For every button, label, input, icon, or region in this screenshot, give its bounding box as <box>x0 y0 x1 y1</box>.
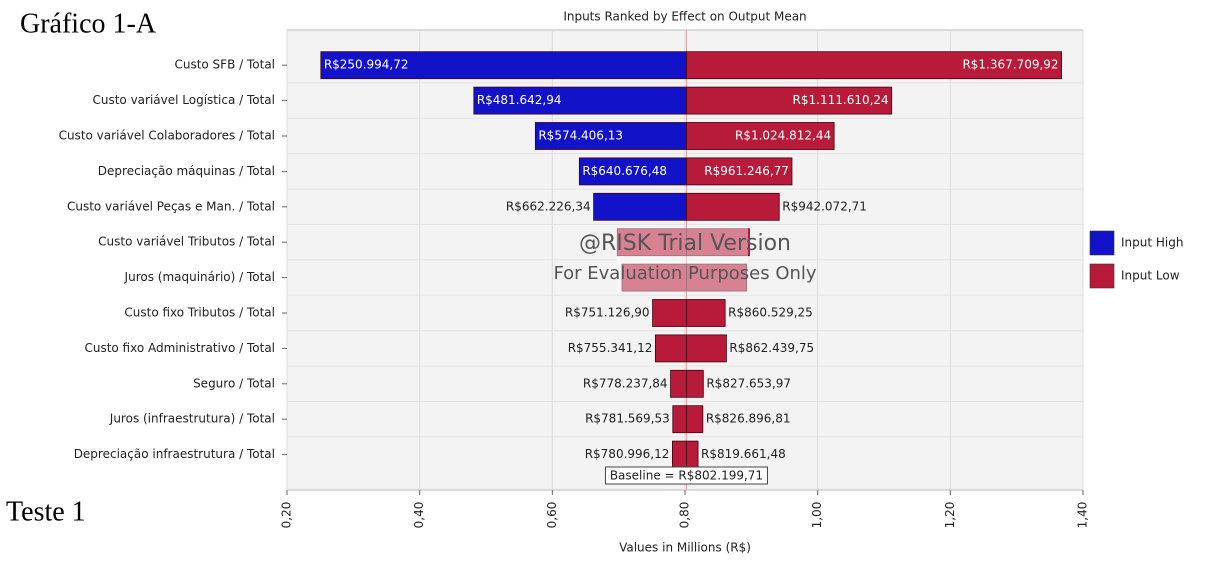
legend-swatch <box>1089 263 1115 289</box>
value-label: R$755.341,12 <box>568 341 653 355</box>
bar <box>686 440 699 469</box>
value-label: R$751.126,90 <box>565 306 650 320</box>
value-label: R$860.529,25 <box>728 306 813 320</box>
value-label: R$942.072,71 <box>782 199 867 213</box>
value-label: R$1.367.709,92 <box>962 58 1058 72</box>
y-tick-label: Custo variável Tributos / Total <box>98 235 275 249</box>
bar <box>686 122 835 150</box>
bar <box>686 334 727 363</box>
value-label: R$250.994,72 <box>324 58 409 72</box>
value-label: R$662.226,34 <box>506 199 591 213</box>
value-label: R$827.653,97 <box>706 376 791 390</box>
value-label: R$819.661,48 <box>701 447 786 461</box>
bar <box>672 405 687 434</box>
y-tick-label: Juros (maquinário) / Total <box>124 270 275 284</box>
bar <box>686 86 893 115</box>
y-tick-label: Custo fixo Tributos / Total <box>124 306 275 320</box>
x-tick-label: 0,60 <box>545 502 559 529</box>
value-label: R$1.024.812,44 <box>735 129 831 143</box>
x-tick-label: 1,20 <box>943 502 957 529</box>
bar <box>654 334 687 363</box>
baseline-label: Baseline = R$802.199,71 <box>610 469 763 483</box>
legend-label: Input Low <box>1121 269 1180 283</box>
y-tick-label: Depreciação infraestrutura / Total <box>74 447 275 461</box>
bar <box>593 192 687 221</box>
x-tick-label: 1,40 <box>1076 502 1090 529</box>
bar <box>686 405 704 434</box>
watermark-text: For Evaluation Purposes Only <box>553 263 816 284</box>
value-label: R$640.676,48 <box>582 164 667 178</box>
watermark: @RISK Trial Version For Evaluation Purpo… <box>553 228 817 292</box>
y-tick-label: Custo variável Colaboradores / Total <box>59 129 275 143</box>
value-label: R$961.246,77 <box>704 164 789 178</box>
value-label: R$1.111.610,24 <box>793 93 889 107</box>
y-tick-label: Custo variável Logística / Total <box>92 93 275 107</box>
grid <box>286 30 1084 490</box>
bar <box>534 122 687 150</box>
bar <box>652 299 687 327</box>
y-tick-label: Custo fixo Administrativo / Total <box>84 341 275 355</box>
bar <box>616 228 687 257</box>
legend-swatch <box>1089 230 1115 256</box>
y-tick-label: Custo variável Peças e Man. / Total <box>67 199 275 213</box>
x-tick-label: 0,40 <box>412 502 426 529</box>
bar <box>670 369 687 398</box>
bar <box>686 369 704 398</box>
corner-note: Teste 1 <box>6 496 86 527</box>
y-tick-label: Seguro / Total <box>193 376 275 390</box>
bar <box>686 263 748 292</box>
y-tick-label: Juros (infraestrutura) / Total <box>109 412 275 426</box>
baseline-box <box>604 466 768 485</box>
y-tick-label: Depreciação máquinas / Total <box>98 164 275 178</box>
x-tick-label: 0,80 <box>678 502 692 529</box>
value-label: R$781.569,53 <box>585 412 670 426</box>
y-tick-label: Custo SFB / Total <box>174 58 275 72</box>
bars: R$250.994,72 R$1.367.709,92 R$481.642,94 R$… <box>320 51 1062 469</box>
bar <box>686 192 780 221</box>
value-label: R$826.896,81 <box>706 412 791 426</box>
value-label: R$780.996,12 <box>585 447 670 461</box>
value-label: R$862.439,75 <box>729 341 814 355</box>
x-tick-label: 0,20 <box>280 502 294 529</box>
value-label: R$574.406,13 <box>538 129 623 143</box>
legend-label: Input High <box>1121 236 1183 250</box>
x-axis-label: Values in Millions (R$) <box>619 541 751 555</box>
bar <box>671 440 687 469</box>
watermark-box <box>617 228 748 292</box>
corner-title: Gráfico 1-A <box>20 8 157 39</box>
value-label: R$778.237,84 <box>583 376 668 390</box>
chart-title: Inputs Ranked by Effect on Output Mean <box>563 10 806 24</box>
bar <box>320 51 687 80</box>
value-label: R$481.642,94 <box>477 93 562 107</box>
bar <box>686 51 1062 80</box>
bar <box>686 228 750 257</box>
bar <box>686 299 726 327</box>
bar <box>686 157 793 186</box>
watermark-text: @RISK Trial Version <box>579 231 791 256</box>
x-tick-label: 1,00 <box>810 502 824 529</box>
bar <box>578 157 687 186</box>
